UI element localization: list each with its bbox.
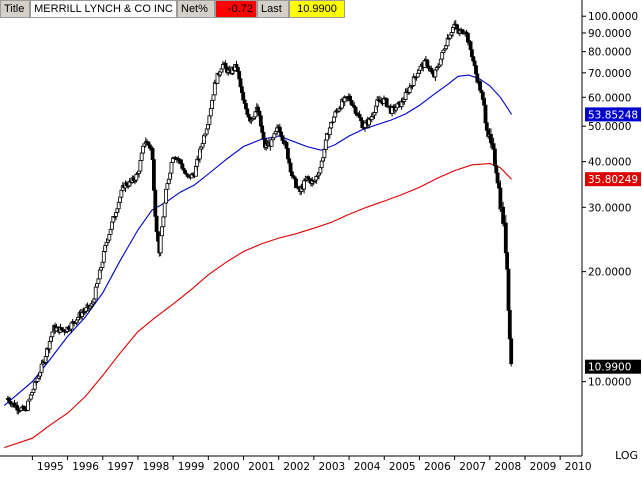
candle-body xyxy=(158,235,163,254)
ma-short-value-badge-bg xyxy=(585,107,641,122)
ma-long-line-group xyxy=(4,163,512,449)
ma-short-value-badge: 53.85248 xyxy=(588,109,638,121)
x-tick-label: 2000 xyxy=(213,461,240,473)
quote-header-bar: Title MERRILL LYNCH & CO INC Net% -0.72 … xyxy=(0,0,345,18)
y-tick-label: 10.0000 xyxy=(588,377,631,389)
x-tick-labels: 1995 1996 1997 1998 1999 2000 2001 2002 2003 2004… xyxy=(31,456,592,473)
y-tick-label: 30.0000 xyxy=(588,202,631,214)
candle-body xyxy=(211,94,216,101)
candle-body xyxy=(96,278,101,284)
y-tick-label: 20.0000 xyxy=(588,267,631,279)
candle-body xyxy=(501,206,506,224)
candle-body xyxy=(107,233,112,241)
candle-body xyxy=(153,189,158,217)
y-tick-label: 40.0000 xyxy=(588,157,631,169)
candle-body xyxy=(134,173,139,181)
candle-body xyxy=(507,309,512,340)
candle-body xyxy=(208,108,213,117)
candle-body xyxy=(218,71,223,76)
x-tick-label: 2004 xyxy=(354,461,381,473)
ma-short-line-group xyxy=(3,74,513,407)
candle-body xyxy=(101,250,106,263)
candle-body xyxy=(484,122,489,131)
ma-long-value-badge: 35.80249 xyxy=(588,174,638,186)
candle-body xyxy=(138,159,143,172)
candle-body xyxy=(161,216,166,228)
x-tick-label: 1998 xyxy=(143,461,170,473)
candle-body xyxy=(28,394,33,400)
x-tick-label: 2009 xyxy=(530,461,557,473)
candle-body xyxy=(169,162,174,174)
candle-body xyxy=(151,159,156,191)
candle-body xyxy=(509,338,514,365)
x-tick-label: 2008 xyxy=(494,461,521,473)
title-value: MERRILL LYNCH & CO INC xyxy=(30,0,177,18)
x-tick-label: 2010 xyxy=(565,461,592,473)
x-tick-label: 2001 xyxy=(248,461,275,473)
x-tick-label: 1997 xyxy=(107,461,134,473)
y-tick-label: 60.0000 xyxy=(588,92,631,104)
value-badges: 53.85248 35.80249 10.9900 xyxy=(585,107,641,374)
x-tick-label: 1999 xyxy=(178,461,205,473)
candle-body xyxy=(93,286,98,300)
candle-body xyxy=(384,98,389,108)
ma-long-value-badge-bg xyxy=(585,172,641,187)
x-tick-label: 1996 xyxy=(72,461,99,473)
x-tick-label: 2006 xyxy=(424,461,451,473)
candle-body xyxy=(95,283,99,288)
candle-body xyxy=(469,49,474,58)
last-price-badge-bg xyxy=(585,359,641,374)
last-value: 10.9900 xyxy=(289,0,345,18)
y-tick-label: 90.0000 xyxy=(588,28,631,40)
x-tick-label: 2003 xyxy=(319,461,346,473)
candle-body xyxy=(164,188,169,204)
candle-body xyxy=(162,202,167,218)
candle-body xyxy=(415,72,420,78)
log-scale-label: LOG xyxy=(615,449,638,462)
x-tick-label: 1995 xyxy=(37,461,64,473)
candle-body xyxy=(503,222,508,254)
candle-body xyxy=(160,226,164,237)
ma-short-line xyxy=(3,74,513,407)
candle-body xyxy=(353,106,358,114)
candle-body xyxy=(302,180,307,190)
x-tick-label: 2002 xyxy=(283,461,310,473)
x-tick-label: 2005 xyxy=(389,461,416,473)
y-tick-label: 50.0000 xyxy=(588,121,631,133)
candle-body xyxy=(245,108,250,115)
last-label: Last xyxy=(257,0,289,18)
y-tick-label: 80.0000 xyxy=(588,47,631,59)
candle-body xyxy=(272,133,277,139)
candle-body xyxy=(505,252,510,270)
ma-long-line xyxy=(4,163,512,449)
y-tick-labels: 100.0000 90.0000 80.0000 70.0000 60.0000 50.0… xyxy=(582,11,638,389)
net-percent-value: -0.72 xyxy=(215,0,257,18)
candles-group xyxy=(5,20,514,415)
net-percent-label: Net% xyxy=(177,0,215,18)
candle-body xyxy=(285,147,290,160)
last-price-badge: 10.9900 xyxy=(588,362,631,374)
candle-body xyxy=(257,110,262,117)
candle-body xyxy=(139,152,144,161)
candle-body xyxy=(50,331,55,338)
candle-body xyxy=(506,268,511,311)
axes-group xyxy=(0,0,583,457)
candle-body xyxy=(323,139,328,150)
x-tick-label: 2007 xyxy=(459,461,486,473)
candle-body xyxy=(284,141,289,149)
y-tick-label: 70.0000 xyxy=(588,68,631,80)
y-tick-label: 100.0000 xyxy=(588,11,638,23)
title-label: Title xyxy=(0,0,30,18)
candle-body xyxy=(403,92,408,100)
